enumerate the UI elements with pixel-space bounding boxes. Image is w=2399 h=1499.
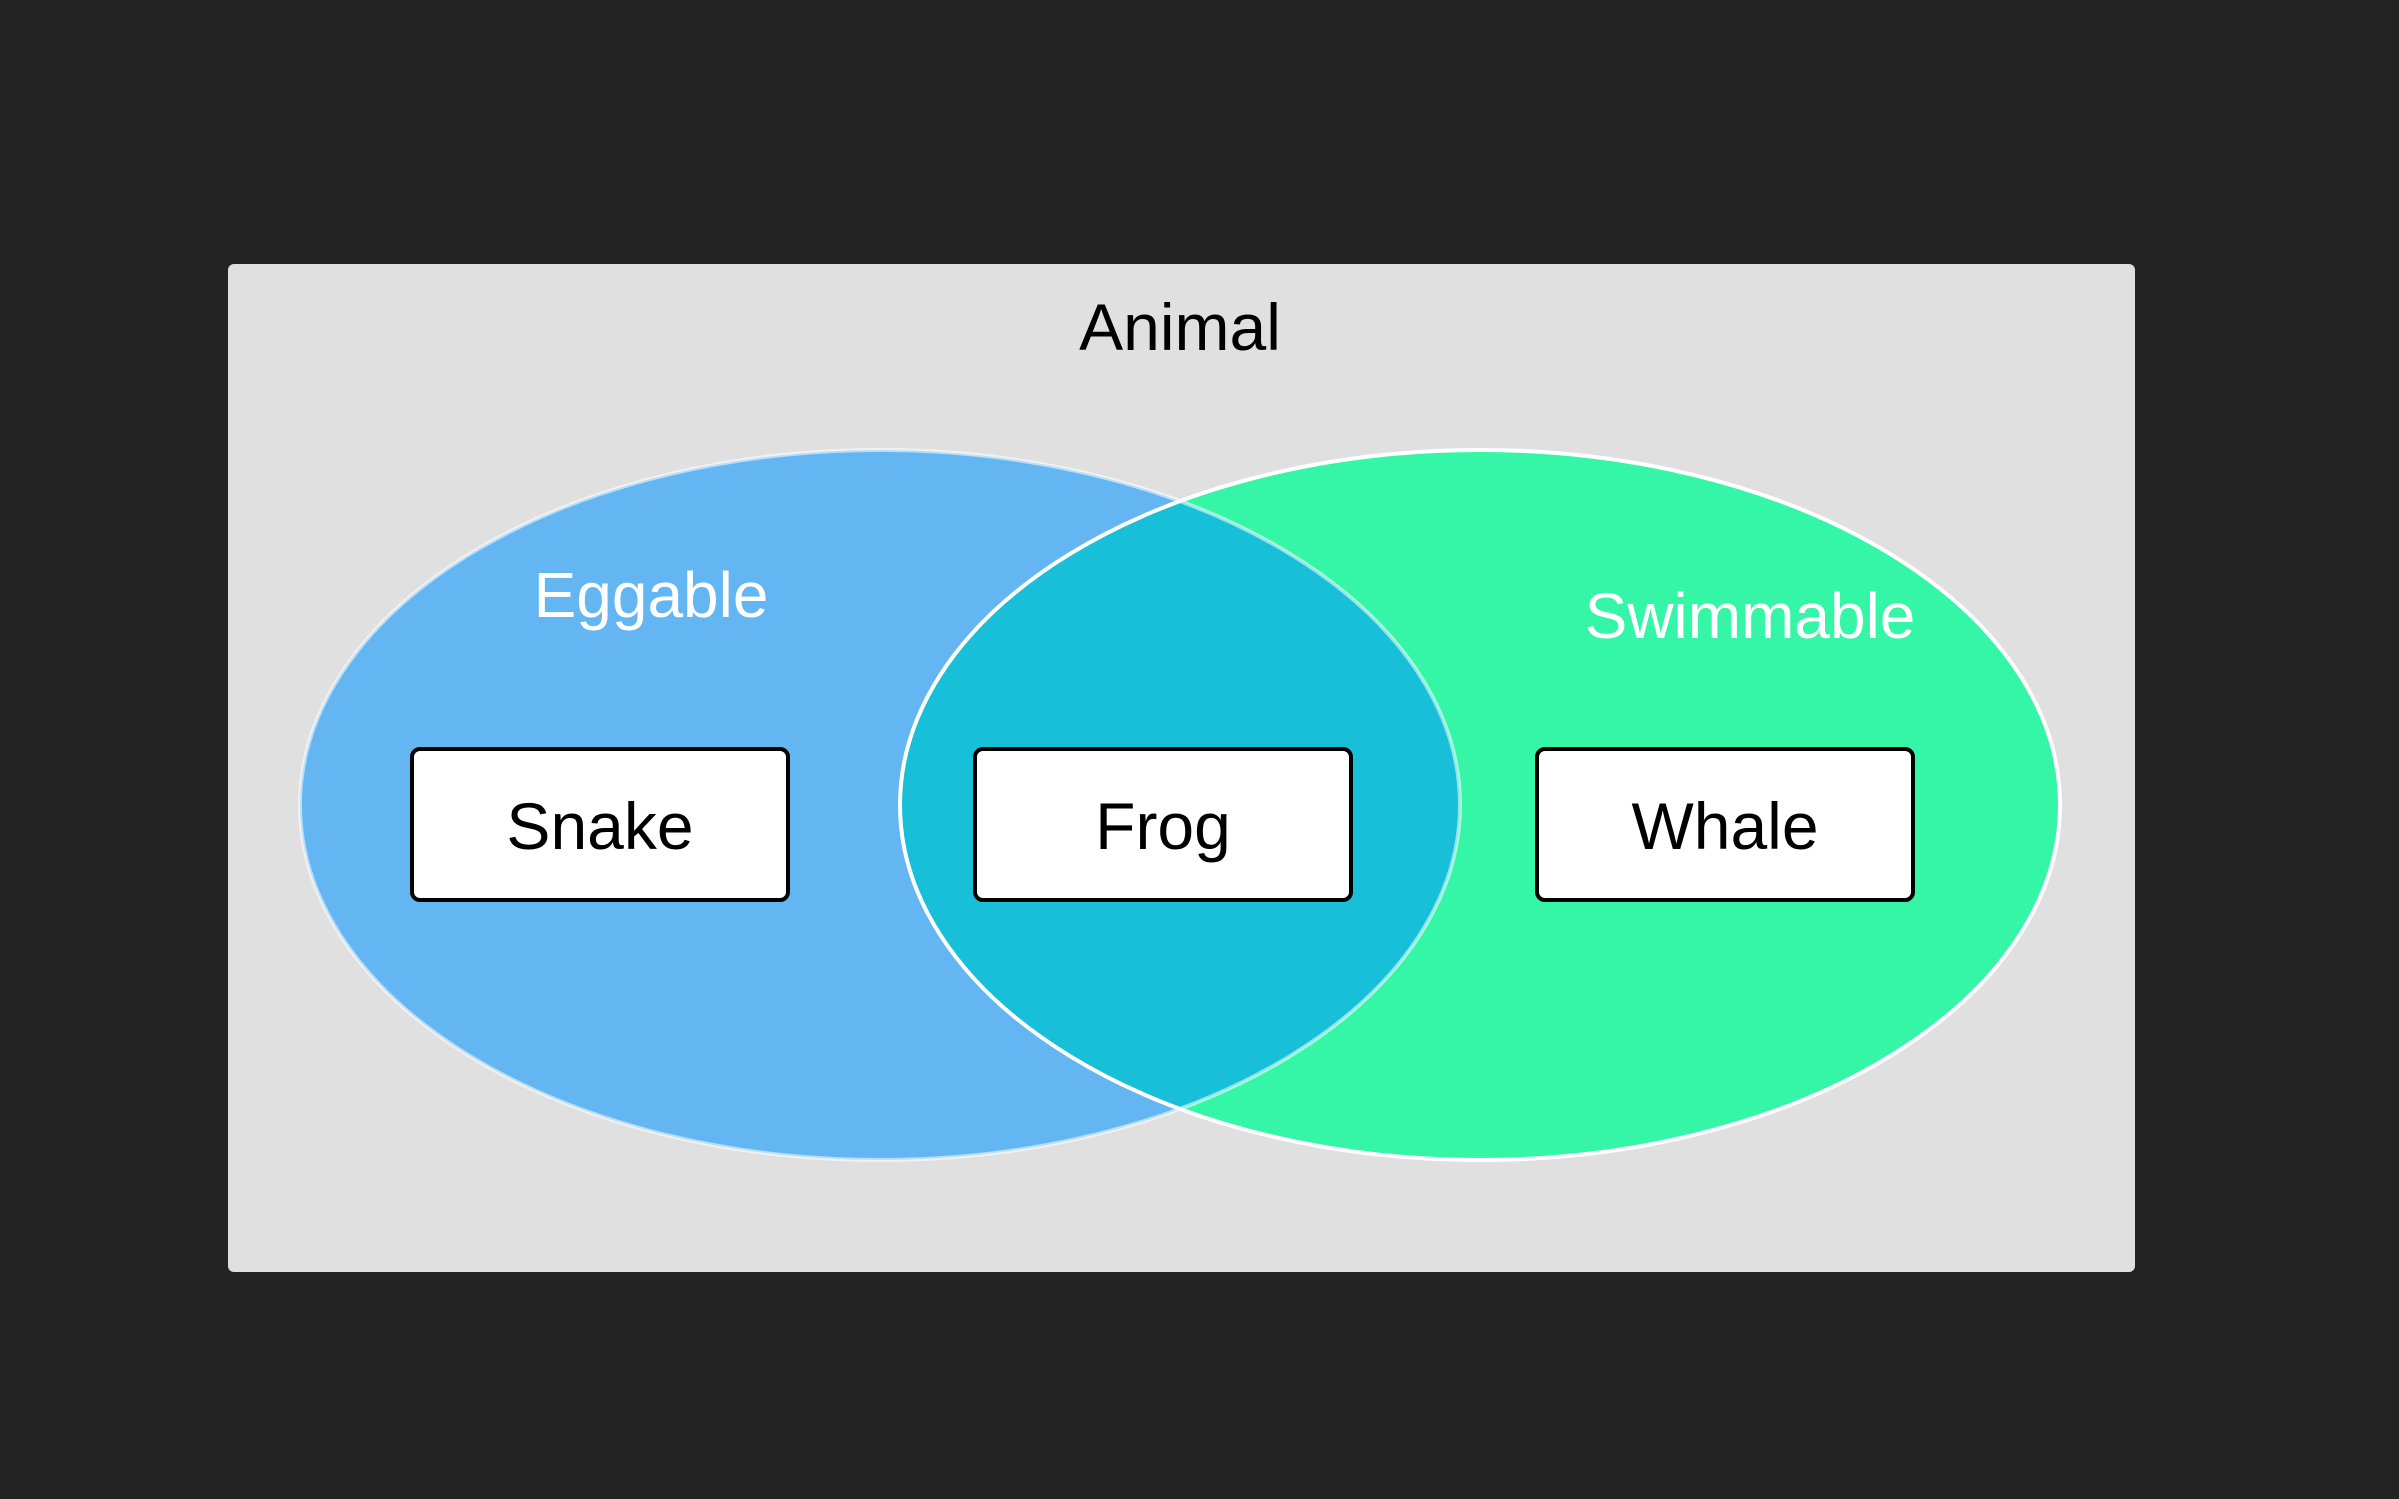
item-whale: Whale — [1535, 747, 1915, 902]
intersection-region — [900, 450, 1460, 1160]
item-frog: Frog — [973, 747, 1353, 902]
item-box — [1535, 747, 1915, 902]
universe-label: Animal — [1079, 290, 1281, 364]
set-label-swimmable: Swimmable — [1585, 580, 1916, 652]
item-label: Frog — [1095, 789, 1231, 863]
item-box — [410, 747, 790, 902]
set-label-eggable: Eggable — [534, 559, 769, 631]
item-box — [973, 747, 1353, 902]
item-label: Whale — [1631, 789, 1818, 863]
set-outline-swimmable — [898, 448, 2062, 1162]
set-outline-eggable — [298, 448, 1462, 1162]
item-snake: Snake — [410, 747, 790, 902]
item-label: Snake — [506, 789, 693, 863]
